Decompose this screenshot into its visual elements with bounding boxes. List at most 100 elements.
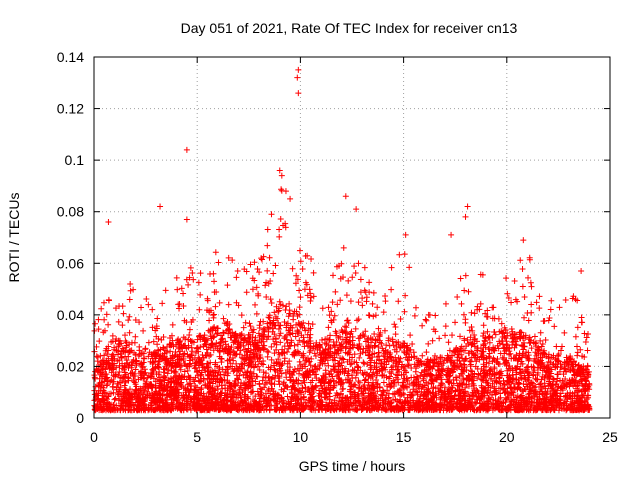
data-point xyxy=(511,277,518,284)
data-point xyxy=(248,327,255,334)
data-point xyxy=(176,373,183,380)
data-point xyxy=(183,345,190,352)
data-point xyxy=(180,355,187,362)
data-point xyxy=(355,344,362,351)
data-point xyxy=(507,350,514,357)
data-point xyxy=(446,347,453,354)
data-point xyxy=(559,343,566,350)
data-point xyxy=(331,312,338,319)
data-point xyxy=(491,328,498,335)
data-point xyxy=(133,383,140,390)
data-point xyxy=(246,336,253,343)
data-point xyxy=(554,352,561,359)
data-point xyxy=(236,390,243,397)
data-point xyxy=(458,386,465,393)
data-point xyxy=(502,335,509,342)
data-point xyxy=(405,406,412,413)
data-point xyxy=(497,394,504,401)
data-point xyxy=(361,264,368,271)
data-point xyxy=(469,327,476,334)
data-point xyxy=(356,335,363,342)
data-point xyxy=(395,389,402,396)
data-point xyxy=(491,371,498,378)
data-point xyxy=(428,376,435,383)
data-point xyxy=(491,347,498,354)
data-point xyxy=(355,260,362,267)
data-point xyxy=(414,389,421,396)
data-point xyxy=(395,298,402,305)
data-point xyxy=(447,354,454,361)
data-point xyxy=(160,385,167,392)
data-point xyxy=(328,352,335,359)
data-point xyxy=(478,353,485,360)
data-point xyxy=(344,317,351,324)
data-point xyxy=(221,371,228,378)
data-point xyxy=(206,309,213,316)
data-point xyxy=(478,393,485,400)
data-point xyxy=(295,377,302,384)
data-point xyxy=(124,359,131,366)
data-point xyxy=(356,379,363,386)
data-point xyxy=(418,369,425,376)
data-point xyxy=(282,220,289,227)
data-point xyxy=(302,363,309,370)
data-point xyxy=(358,385,365,392)
data-point xyxy=(286,358,293,365)
data-point xyxy=(473,358,480,365)
data-point xyxy=(404,375,411,382)
data-point xyxy=(172,368,179,375)
data-point xyxy=(352,325,359,332)
data-point xyxy=(229,399,236,406)
data-point xyxy=(349,274,356,281)
data-point xyxy=(114,351,121,358)
data-point xyxy=(270,270,277,277)
data-point xyxy=(401,308,408,315)
data-point xyxy=(312,353,319,360)
data-point xyxy=(502,394,509,401)
data-point xyxy=(318,377,325,384)
data-point xyxy=(294,365,301,372)
data-point xyxy=(322,367,329,374)
data-point xyxy=(177,406,184,413)
data-point xyxy=(159,300,166,307)
data-point xyxy=(160,334,167,341)
data-point xyxy=(484,307,491,314)
data-point xyxy=(128,364,135,371)
data-point xyxy=(348,372,355,379)
data-point xyxy=(381,372,388,379)
data-point xyxy=(352,397,359,404)
data-point xyxy=(235,302,242,309)
data-point xyxy=(284,320,291,327)
data-point xyxy=(253,373,260,380)
data-point xyxy=(220,329,227,336)
data-point xyxy=(263,293,270,300)
data-point xyxy=(100,299,107,306)
data-point xyxy=(330,356,337,363)
data-point xyxy=(183,276,190,283)
data-point xyxy=(427,363,434,370)
data-point xyxy=(241,346,248,353)
data-point xyxy=(354,363,361,370)
data-point xyxy=(110,383,117,390)
data-point xyxy=(135,376,142,383)
data-point xyxy=(477,300,484,307)
data-point xyxy=(384,383,391,390)
data-point xyxy=(261,384,268,391)
data-point xyxy=(537,380,544,387)
data-point xyxy=(395,354,402,361)
data-point xyxy=(404,384,411,391)
data-point xyxy=(353,369,360,376)
data-point xyxy=(396,396,403,403)
data-point xyxy=(180,302,187,309)
data-point xyxy=(127,392,134,399)
data-point xyxy=(526,256,533,263)
data-point xyxy=(235,380,242,387)
data-point xyxy=(163,396,170,403)
data-point xyxy=(238,312,245,319)
data-point xyxy=(169,352,176,359)
data-point xyxy=(457,333,464,340)
data-point xyxy=(228,344,235,351)
data-point xyxy=(585,392,592,399)
data-point xyxy=(141,375,148,382)
